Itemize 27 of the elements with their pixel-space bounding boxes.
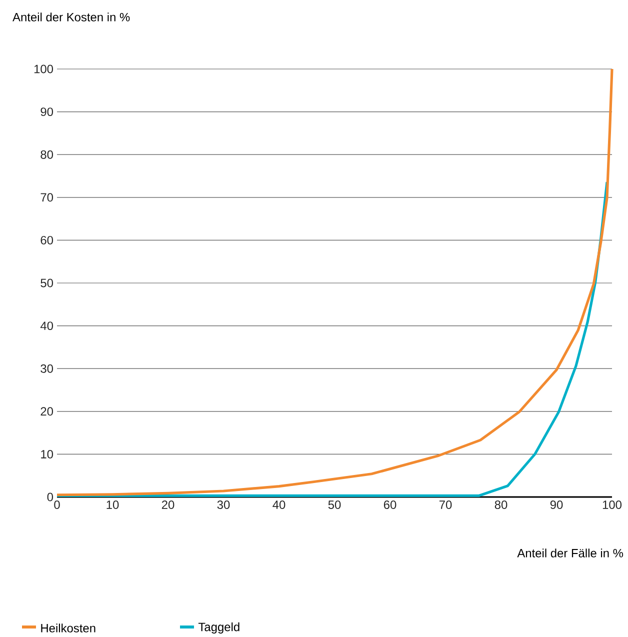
x-tick-label: 60: [384, 500, 396, 509]
x-tick-label: 30: [217, 500, 230, 509]
line-series: [56, 68, 614, 496]
x-tick-label: 10: [106, 500, 119, 509]
y-tick-label: 10: [41, 450, 54, 458]
legend-label: Heilkosten: [41, 624, 96, 632]
x-tick-label: 20: [162, 500, 174, 509]
y-tick-label: 60: [40, 236, 54, 244]
y-tick-label: 30: [40, 364, 54, 373]
y-tick-label: 40: [40, 322, 54, 330]
x-tick-label: 80: [494, 500, 508, 509]
x-tick-label: 0: [54, 500, 60, 509]
y-tick-label: 0: [47, 492, 54, 502]
x-tick-label: 50: [328, 500, 341, 509]
y-tick-label: 20: [40, 407, 54, 416]
y-tick-label: 80: [40, 150, 54, 159]
y-tick-label: 50: [40, 278, 54, 288]
x-tick-label: 90: [550, 500, 563, 509]
legend-label: Taggeld: [198, 622, 240, 634]
x-tick-label: 70: [439, 500, 452, 509]
y-tick-label: 90: [40, 108, 54, 116]
y-tick-label: 100: [34, 64, 54, 74]
x-tick-label: 100: [602, 500, 622, 509]
y-axis-title: Anteil der Kosten in %: [12, 12, 130, 22]
y-tick-label: 70: [40, 193, 54, 202]
x-axis-title: Anteil der Fälle in %: [517, 548, 624, 558]
x-tick-label: 40: [272, 500, 286, 509]
